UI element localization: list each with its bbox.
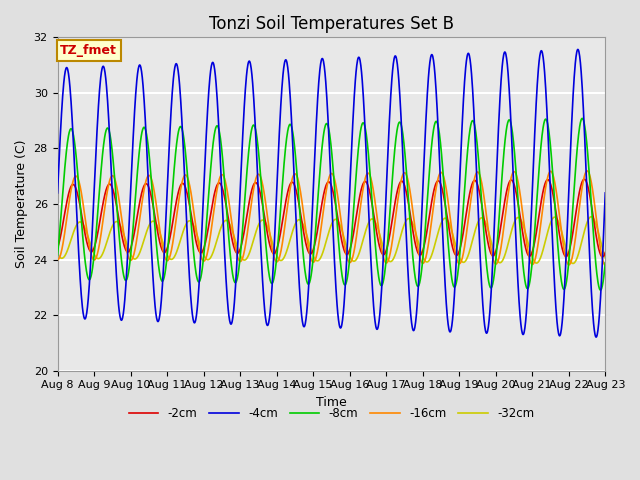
Title: Tonzi Soil Temperatures Set B: Tonzi Soil Temperatures Set B (209, 15, 454, 33)
-4cm (54, 190, 61, 196)
-2cm (96, 218, 104, 224)
-8cm (54, 252, 61, 258)
-16cm (54, 257, 61, 263)
-32cm (365, 219, 373, 225)
-2cm (118, 234, 126, 240)
-8cm (596, 287, 604, 293)
-4cm (592, 334, 600, 340)
X-axis label: Time: Time (316, 396, 347, 409)
-8cm (365, 160, 373, 166)
-16cm (365, 171, 373, 177)
-2cm (298, 215, 305, 221)
-8cm (298, 228, 305, 234)
Legend: -2cm, -4cm, -8cm, -16cm, -32cm: -2cm, -4cm, -8cm, -16cm, -32cm (124, 402, 539, 425)
-32cm (118, 227, 126, 232)
-16cm (307, 256, 315, 262)
-32cm (569, 261, 577, 266)
-2cm (580, 176, 588, 182)
-16cm (286, 187, 294, 193)
-8cm (602, 260, 609, 265)
Line: -16cm: -16cm (58, 171, 605, 265)
-2cm (54, 245, 61, 251)
-2cm (599, 254, 607, 260)
-32cm (602, 255, 609, 261)
-8cm (96, 181, 104, 187)
-4cm (118, 316, 126, 322)
-32cm (96, 255, 104, 261)
-16cm (602, 262, 609, 268)
-2cm (365, 187, 373, 193)
-32cm (307, 247, 315, 253)
-32cm (298, 218, 305, 224)
-4cm (574, 47, 582, 52)
-4cm (307, 236, 315, 241)
-4cm (286, 90, 294, 96)
-2cm (307, 251, 315, 256)
-16cm (96, 239, 104, 244)
-16cm (298, 194, 305, 200)
-4cm (298, 309, 305, 315)
-4cm (365, 220, 373, 226)
-32cm (588, 214, 595, 219)
-32cm (286, 238, 294, 243)
Line: -4cm: -4cm (58, 49, 605, 337)
-8cm (118, 264, 126, 269)
-8cm (286, 121, 294, 127)
Text: TZ_fmet: TZ_fmet (60, 44, 117, 57)
Line: -2cm: -2cm (58, 179, 605, 257)
-8cm (579, 116, 586, 121)
-16cm (584, 168, 591, 174)
Line: -8cm: -8cm (58, 119, 605, 290)
-16cm (118, 219, 126, 225)
-4cm (602, 190, 609, 196)
-32cm (54, 251, 61, 256)
Line: -32cm: -32cm (58, 216, 605, 264)
-2cm (602, 250, 609, 255)
Y-axis label: Soil Temperature (C): Soil Temperature (C) (15, 140, 28, 268)
-4cm (96, 83, 104, 89)
-8cm (307, 273, 315, 278)
-2cm (286, 182, 294, 188)
